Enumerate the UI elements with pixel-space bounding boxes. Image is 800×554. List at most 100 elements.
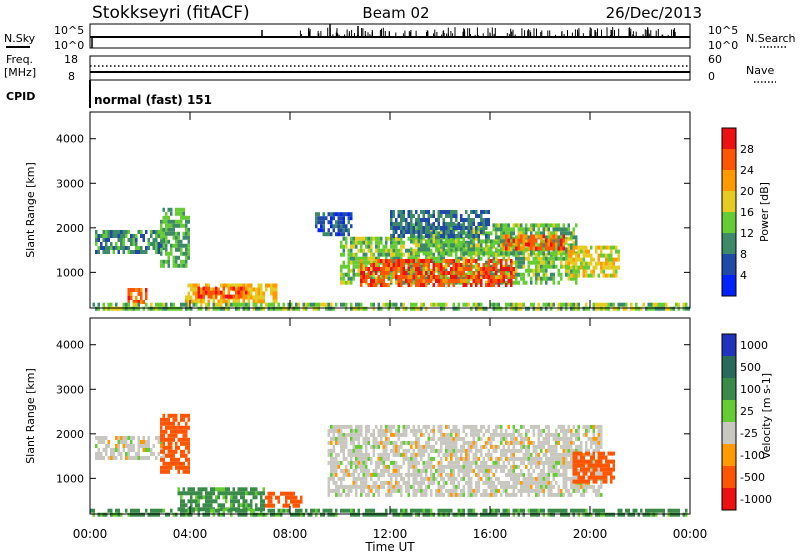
velocity-cell	[162, 508, 165, 513]
velocity-cell	[197, 503, 200, 508]
power-cell	[405, 271, 408, 275]
velocity-cell	[125, 456, 128, 460]
velocity-cell	[92, 512, 95, 517]
power-cell	[645, 306, 648, 311]
power-cell	[432, 267, 435, 271]
power-cell	[362, 264, 365, 269]
velocity-cell	[530, 484, 533, 489]
power-cell	[380, 276, 383, 281]
velocity-cell	[475, 460, 478, 465]
velocity-cell	[370, 484, 373, 489]
velocity-cell	[410, 472, 413, 477]
velocity-cell	[160, 433, 163, 438]
power-cell	[442, 271, 445, 275]
power-cell	[605, 253, 608, 258]
velocity-cell	[460, 452, 463, 457]
power-cell	[437, 256, 440, 261]
power-cell	[475, 236, 478, 241]
power-cell	[235, 299, 238, 304]
velocity-cell	[505, 472, 508, 477]
power-cell	[317, 228, 320, 233]
power-cell	[605, 273, 608, 278]
power-cell	[440, 243, 443, 248]
power-cell	[600, 306, 603, 311]
velocity-cell	[462, 460, 465, 465]
power-cell	[520, 256, 523, 261]
velocity-cell	[382, 472, 385, 477]
power-cell	[185, 302, 188, 307]
power-cell	[552, 276, 555, 281]
power-cell	[155, 246, 158, 250]
velocity-cell	[187, 413, 190, 418]
power-cell	[470, 226, 473, 230]
power-cell	[395, 248, 398, 253]
velocity-cell	[390, 424, 393, 429]
velocity-cell	[167, 445, 170, 450]
velocity-cell	[575, 436, 578, 441]
power-cell	[577, 249, 580, 254]
power-cell	[475, 264, 478, 269]
velocity-cell	[445, 472, 448, 477]
power-cell	[480, 251, 483, 256]
power-cell	[397, 214, 400, 218]
power-cell	[477, 239, 480, 244]
velocity-cell	[355, 492, 358, 497]
power-cell	[442, 240, 445, 245]
velocity-cell	[362, 468, 365, 473]
velocity-cell	[347, 452, 350, 457]
velocity-cell	[417, 440, 420, 445]
power-cell	[475, 252, 478, 257]
velocity-cell	[140, 440, 143, 444]
velocity-cell	[385, 468, 388, 473]
power-cell	[340, 216, 343, 221]
velocity-cell	[360, 468, 363, 473]
power-cell	[607, 265, 610, 270]
power-cell	[165, 211, 168, 216]
velocity-cell	[177, 425, 180, 430]
power-cell	[377, 267, 380, 271]
velocity-cell	[580, 467, 583, 472]
velocity-cell	[372, 484, 375, 489]
power-cell	[247, 302, 250, 307]
power-cell	[400, 230, 403, 234]
velocity-cell	[542, 468, 545, 473]
nsky-tick-top: 10^5	[54, 24, 84, 37]
power-cell	[647, 306, 650, 311]
power-cell	[600, 269, 603, 274]
power-cell	[530, 242, 533, 247]
power-cell	[340, 268, 343, 273]
velocity-cell	[467, 460, 470, 465]
velocity-cell	[495, 456, 498, 461]
velocity-cell	[260, 491, 263, 496]
velocity-cell	[452, 448, 455, 453]
power-cell	[527, 238, 530, 243]
velocity-cell	[187, 457, 190, 462]
power-cell	[455, 256, 458, 261]
power-cell	[152, 242, 155, 246]
velocity-cell	[415, 436, 418, 441]
power-cell	[150, 234, 153, 238]
power-cell	[502, 264, 505, 269]
power-cell	[555, 256, 558, 261]
velocity-cell	[377, 428, 380, 433]
power-cell	[180, 223, 183, 228]
velocity-cell	[180, 413, 183, 418]
power-cell	[440, 267, 443, 271]
power-cell	[140, 296, 143, 300]
power-cell	[472, 243, 475, 248]
power-cell	[367, 275, 370, 279]
power-cell	[370, 244, 373, 249]
velocity-cell	[460, 464, 463, 469]
velocity-cell	[365, 492, 368, 497]
power-cell	[455, 260, 458, 265]
velocity-cell	[372, 428, 375, 433]
power-cell	[375, 240, 378, 245]
power-cell	[675, 302, 678, 307]
velocity-cell	[497, 456, 500, 461]
power-cell	[460, 279, 463, 283]
velocity-cell	[565, 468, 568, 473]
velocity-cell	[495, 432, 498, 437]
velocity-cell	[430, 472, 433, 477]
power-cell	[482, 267, 485, 271]
power-cell	[322, 228, 325, 233]
